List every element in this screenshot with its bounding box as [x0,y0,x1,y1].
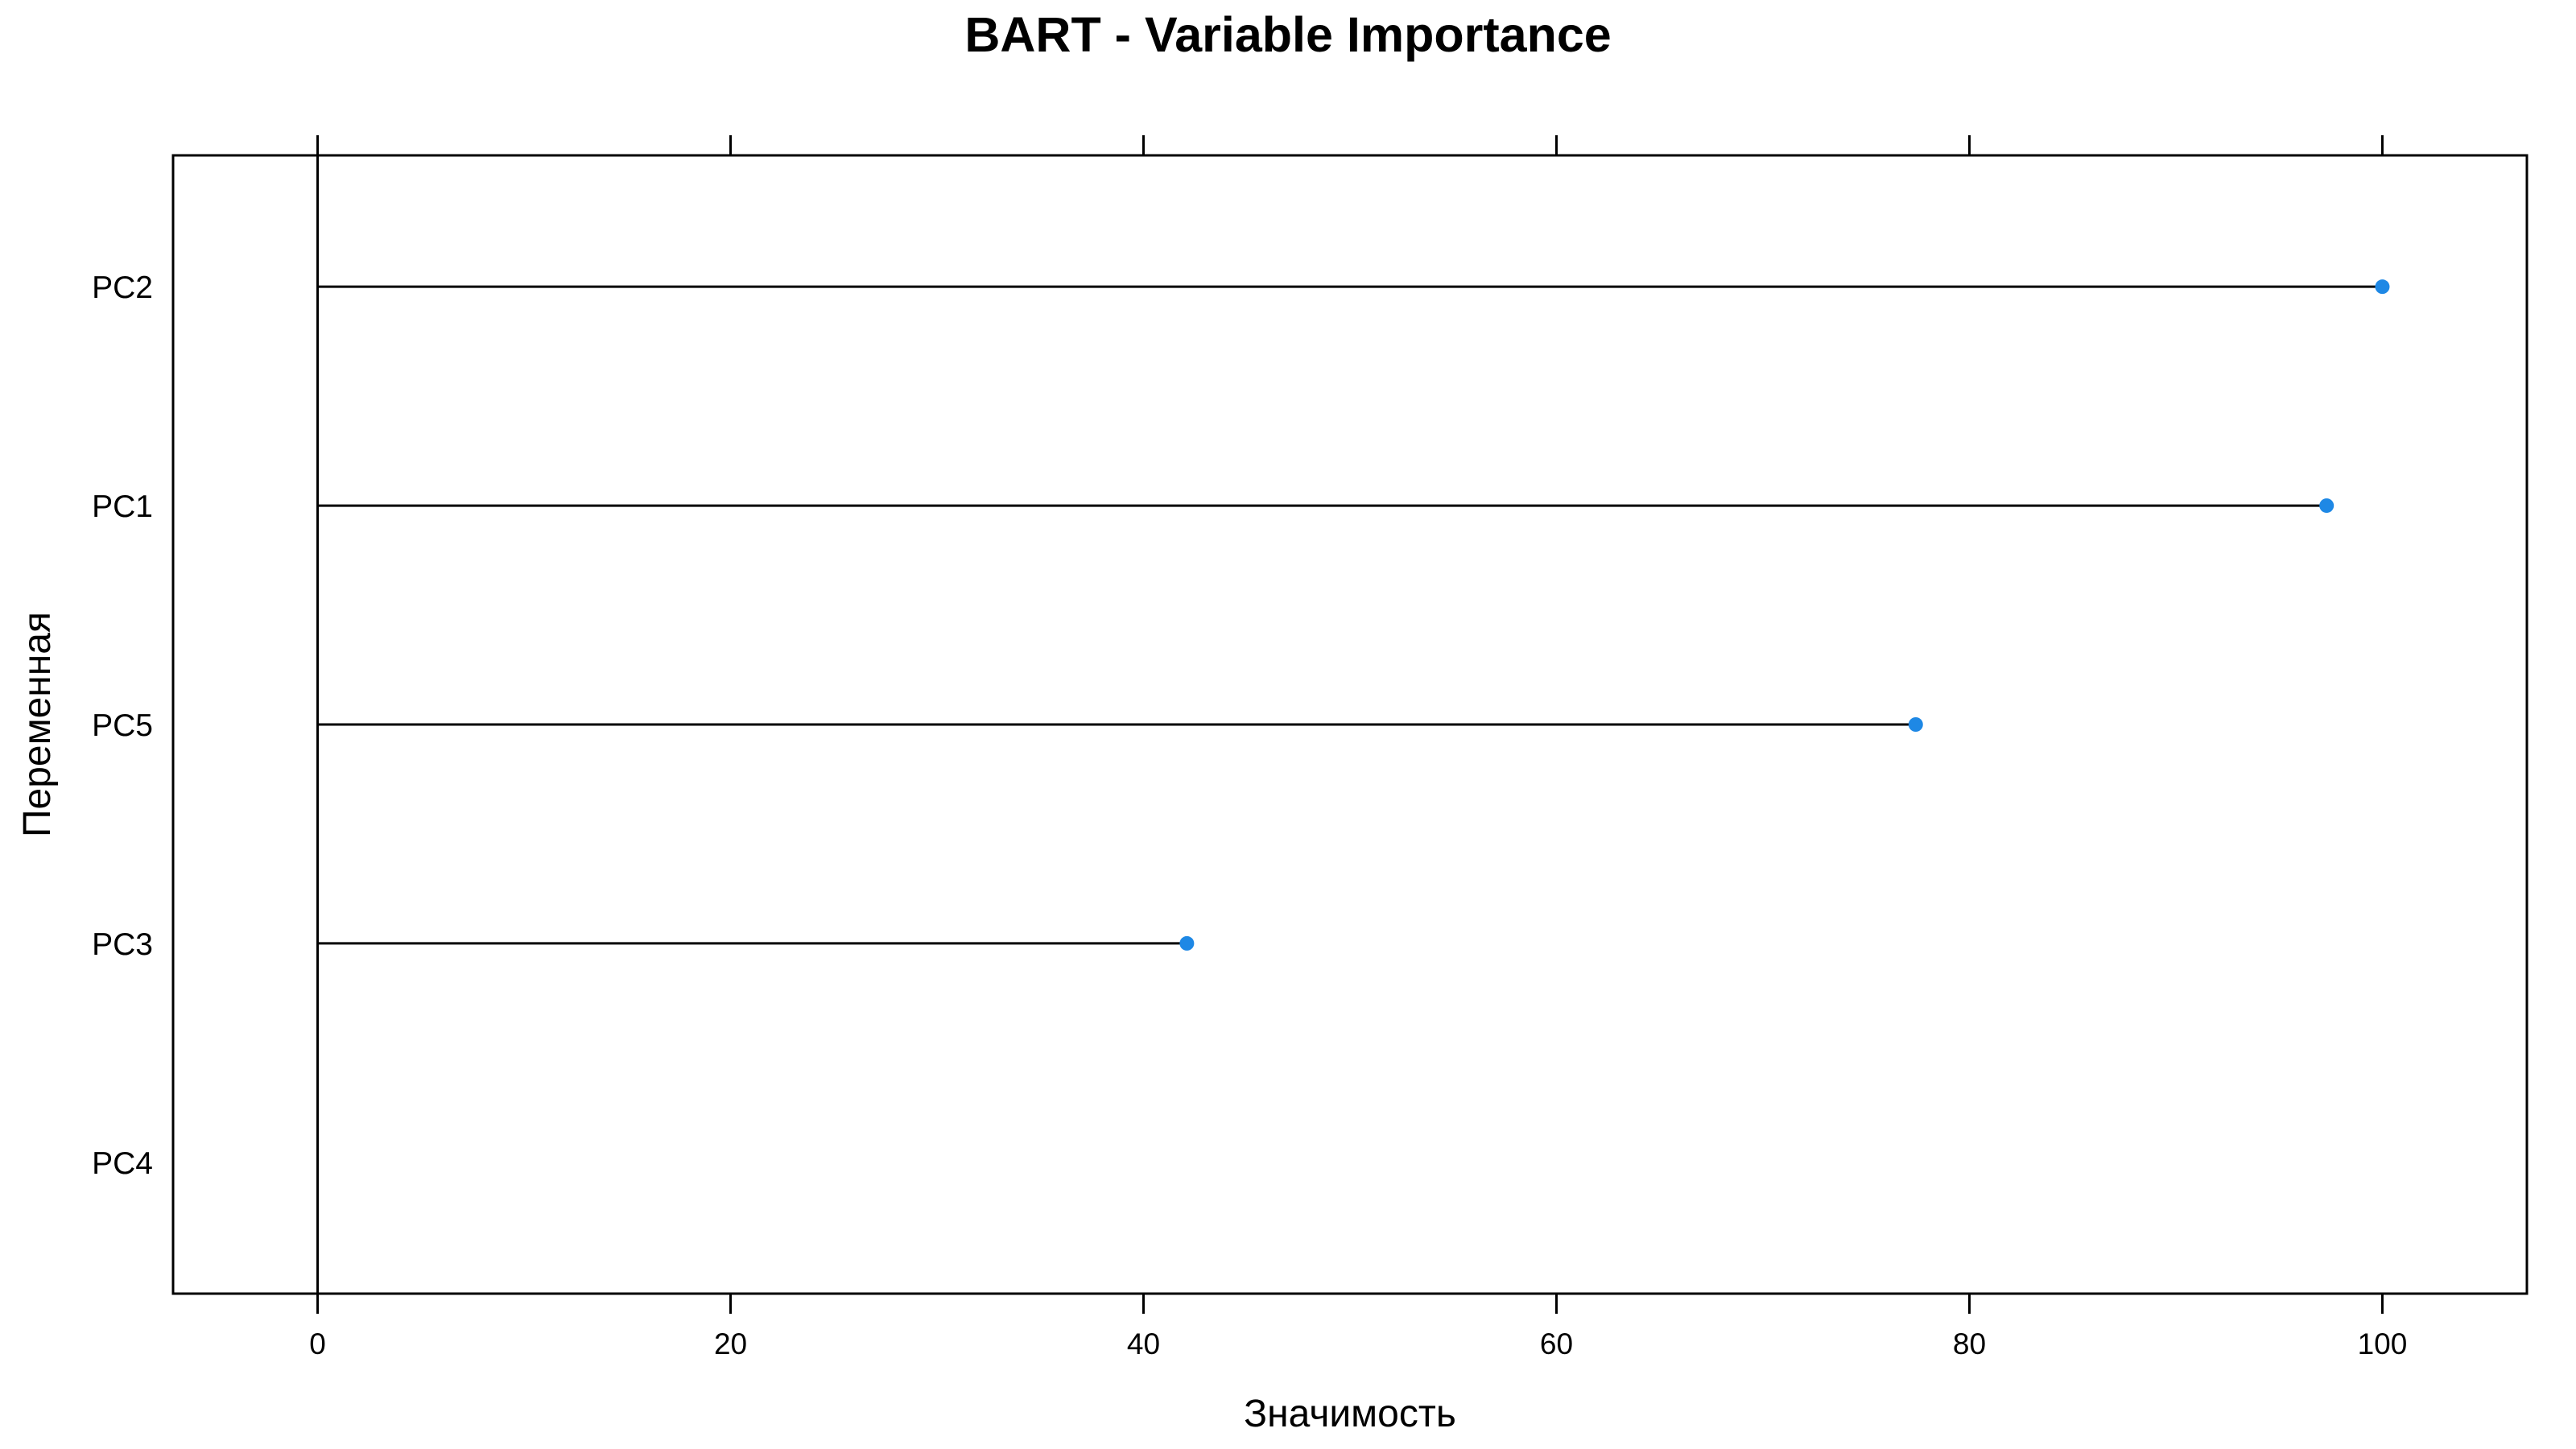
importance-point [1179,935,1195,951]
importance-point [2375,279,2390,295]
x-tick-label: 80 [1953,1327,1986,1360]
x-axis-tick-labels: 0 20 40 60 80 100 [309,1327,2407,1360]
x-tick-label: 40 [1127,1327,1160,1360]
importance-point [2319,498,2334,514]
x-axis-title: Значимость [1244,1393,1456,1435]
category-label: PC4 [92,1146,153,1181]
importance-point [1908,717,1923,732]
category-label: PC1 [92,489,153,524]
category-label: PC5 [92,708,153,743]
importance-stems [317,285,2383,945]
plot-frame [171,154,2529,1295]
x-tick-label: 0 [309,1327,326,1360]
chart-title: BART - Variable Importance [964,7,1611,62]
x-axis-top-ticks [316,135,2384,155]
x-tick-label: 100 [2358,1327,2408,1360]
x-tick-label: 20 [714,1327,747,1360]
category-label: PC3 [92,927,153,962]
y-axis-category-labels: PC2 PC1 PC5 PC3 PC4 [92,270,153,1181]
importance-points [1179,279,2390,951]
y-axis-title: Переменная [16,612,59,837]
x-tick-label: 60 [1540,1327,1573,1360]
x-axis-bottom-ticks [316,1294,2384,1314]
category-label: PC2 [92,270,153,305]
